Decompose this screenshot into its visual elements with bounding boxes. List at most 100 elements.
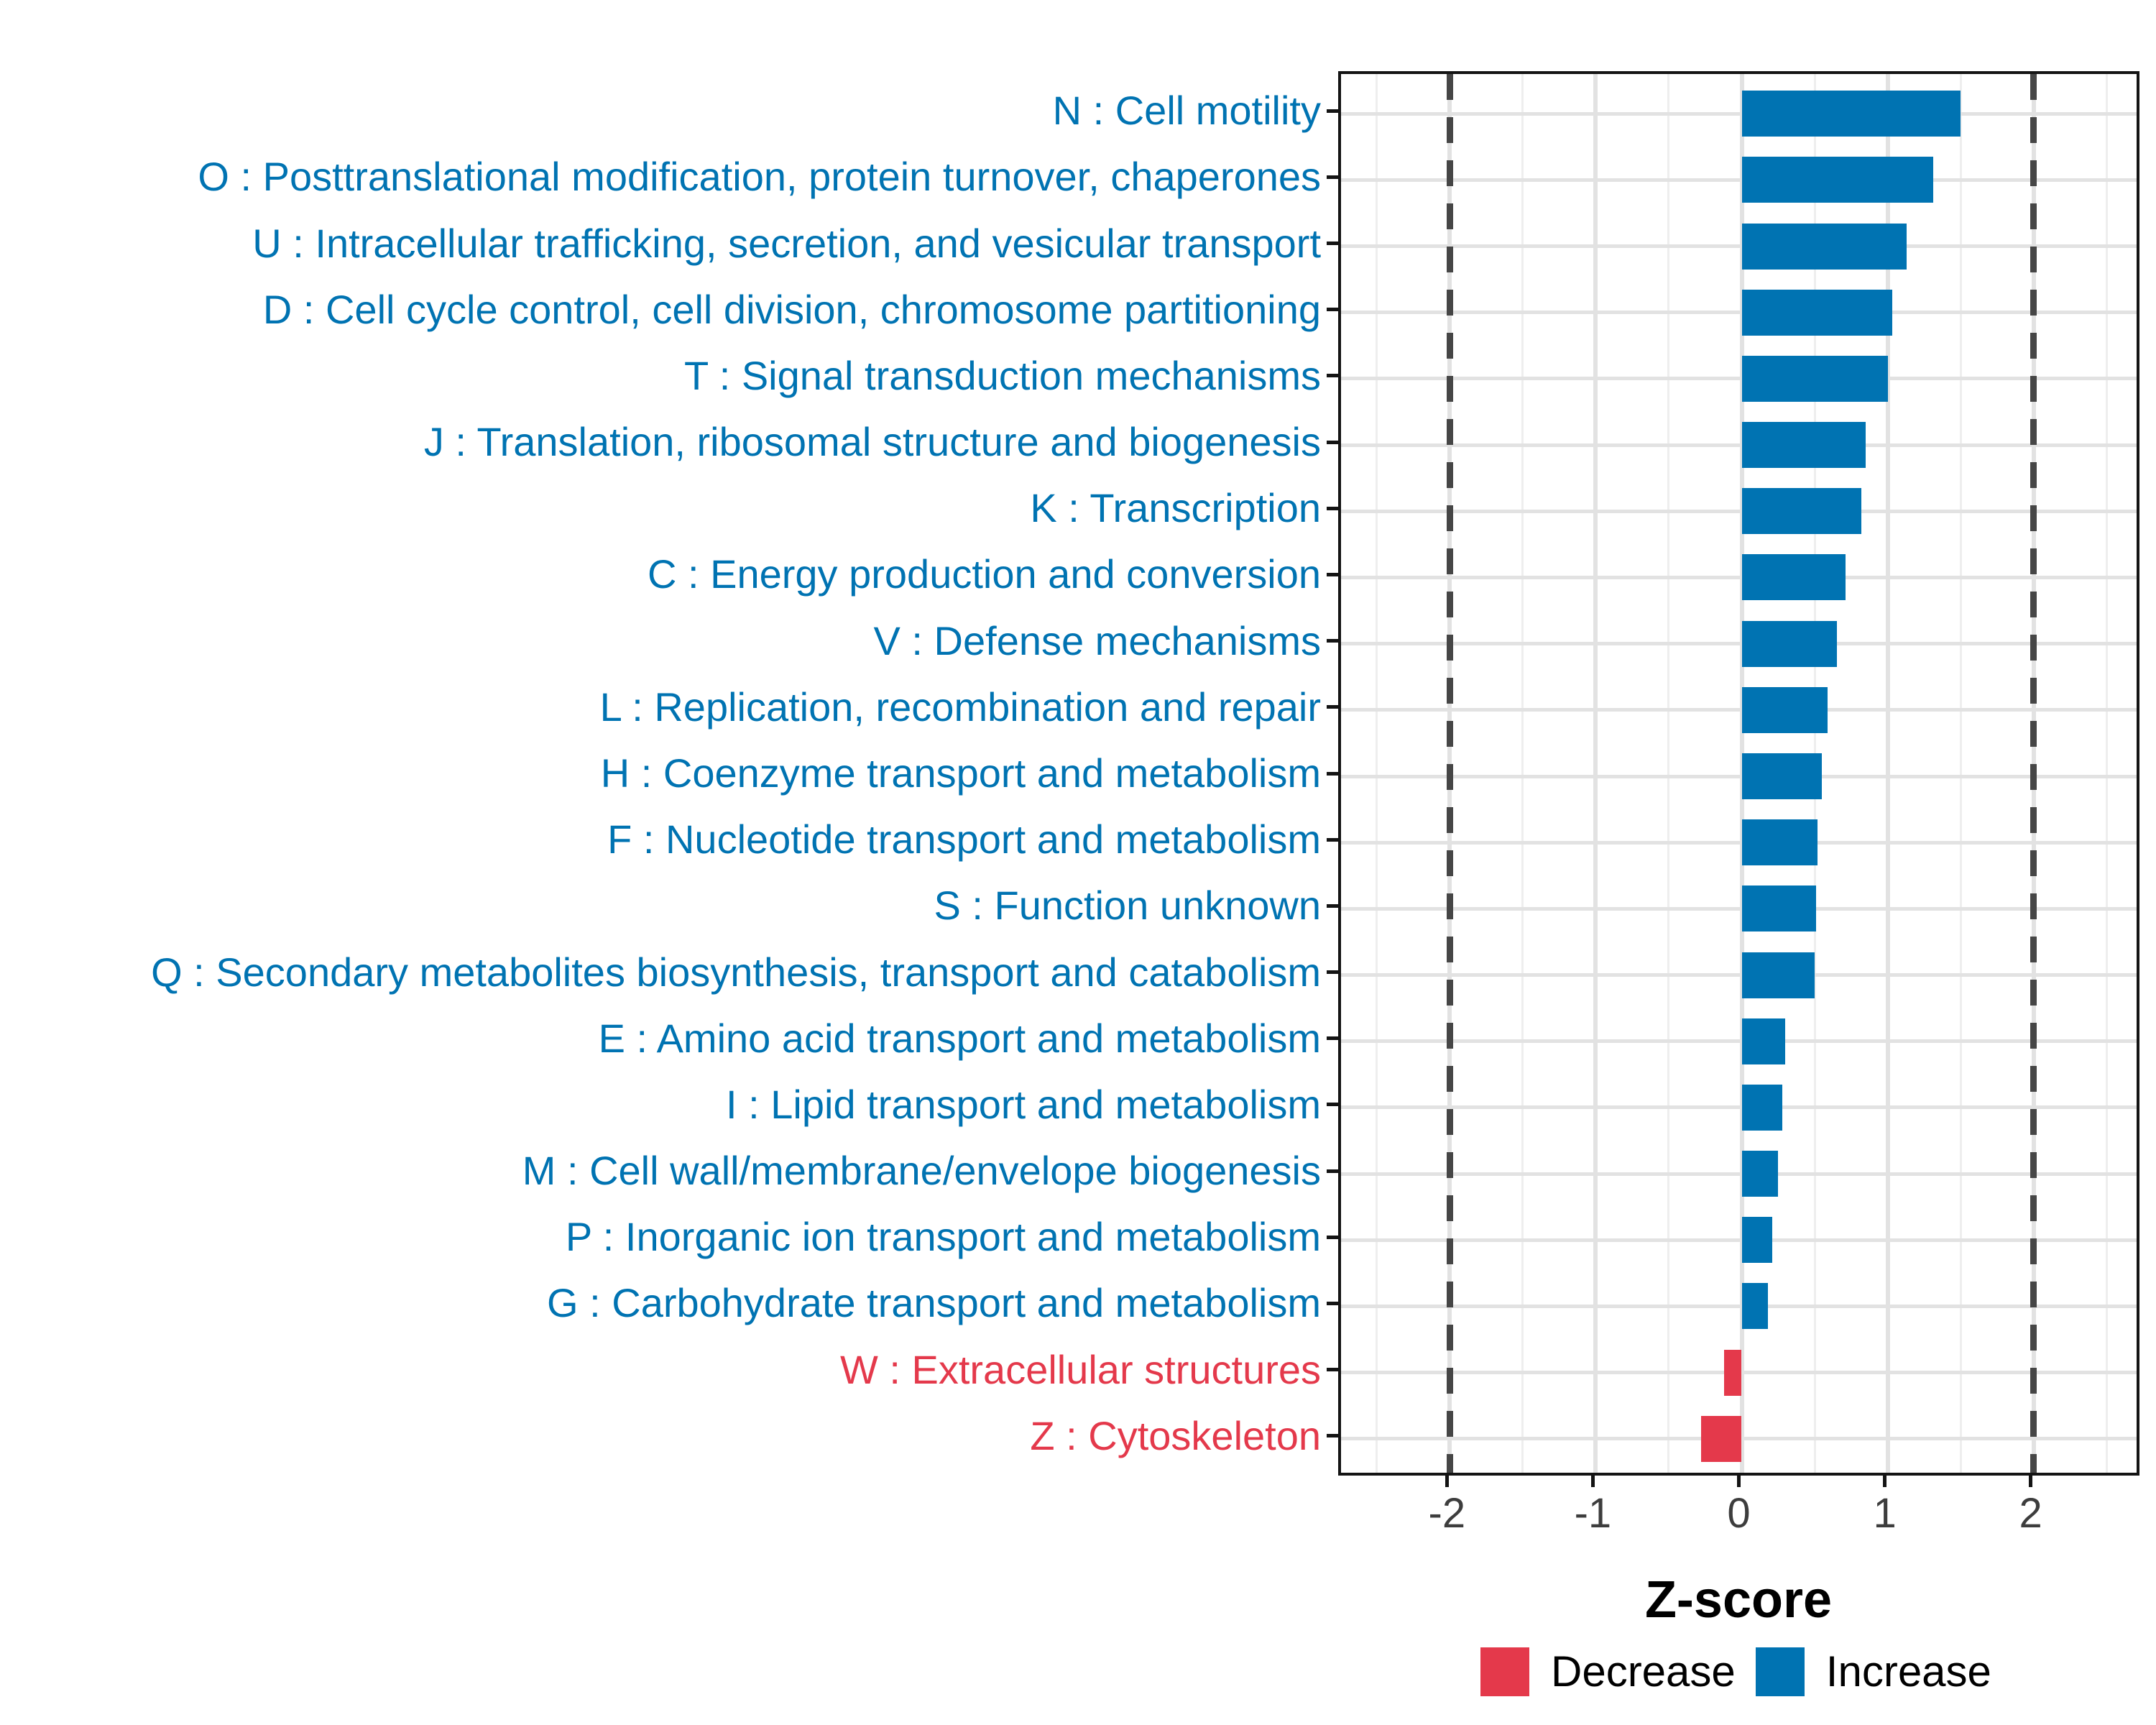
row-gridline	[1341, 509, 2137, 513]
bar	[1741, 1151, 1779, 1197]
y-axis-label: I : Lipid transport and metabolism	[726, 1081, 1321, 1127]
bar	[1724, 1349, 1742, 1396]
legend-label-decrease: Decrease	[1551, 1647, 1736, 1696]
y-axis-tick	[1327, 1301, 1338, 1305]
row-gridline	[1341, 774, 2137, 778]
y-axis-tick	[1327, 242, 1338, 246]
minor-gridline	[1667, 74, 1670, 1473]
bar	[1741, 1283, 1769, 1330]
y-axis-tick	[1327, 109, 1338, 113]
dashed-reference-line	[2030, 74, 2037, 1473]
y-axis-label: K : Transcription	[1030, 485, 1321, 531]
row-gridline	[1341, 244, 2137, 249]
bar	[1741, 91, 1961, 137]
row-gridline	[1341, 973, 2137, 977]
legend: Decrease Increase	[1480, 1646, 1991, 1698]
decrease-swatch	[1480, 1647, 1529, 1696]
bar	[1741, 488, 1862, 535]
row-gridline	[1341, 377, 2137, 381]
y-axis-label: F : Nucleotide transport and metabolism	[607, 816, 1321, 862]
y-axis-label: V : Defense mechanisms	[873, 617, 1321, 663]
y-axis-tick	[1327, 639, 1338, 643]
y-axis-tick	[1327, 1235, 1338, 1239]
y-axis-label: O : Posttranslational modification, prot…	[198, 154, 1321, 200]
y-axis-tick	[1327, 705, 1338, 709]
bar	[1741, 355, 1888, 402]
legend-item-increase: Increase	[1755, 1647, 1991, 1696]
y-axis-label: Q : Secondary metabolites biosynthesis, …	[151, 949, 1321, 995]
minor-gridline	[1521, 74, 1524, 1473]
row-gridline	[1341, 1304, 2137, 1308]
y-axis-tick	[1327, 572, 1338, 576]
y-axis-label: Z : Cytoskeleton	[1030, 1412, 1321, 1458]
y-axis-tick	[1327, 1103, 1338, 1107]
legend-label-increase: Increase	[1825, 1647, 1991, 1696]
bar	[1741, 1018, 1786, 1064]
y-axis-label: U : Intracellular trafficking, secretion…	[252, 220, 1321, 266]
x-axis-tick-label: -2	[1428, 1490, 1466, 1537]
y-axis-tick	[1327, 440, 1338, 444]
row-gridline	[1341, 1172, 2137, 1176]
y-axis-tick	[1327, 903, 1338, 908]
y-axis-label: N : Cell motility	[1052, 88, 1321, 134]
y-axis-label: T : Signal transduction mechanisms	[683, 352, 1321, 398]
bar	[1741, 886, 1817, 932]
bar	[1741, 753, 1823, 799]
bar	[1741, 952, 1815, 998]
plot-panel	[1338, 71, 2139, 1476]
x-axis-tick-label: 2	[2019, 1490, 2042, 1537]
minor-gridline	[1376, 74, 1378, 1473]
x-axis-tick	[1445, 1476, 1449, 1487]
x-axis-tick	[1737, 1476, 1741, 1487]
y-axis-label: J : Translation, ribosomal structure and…	[423, 419, 1321, 465]
bar	[1741, 686, 1828, 733]
row-gridline	[1341, 642, 2137, 646]
y-axis-label: E : Amino acid transport and metabolism	[598, 1015, 1321, 1061]
bar	[1741, 554, 1846, 601]
major-gridline	[1885, 74, 1890, 1473]
row-gridline	[1341, 708, 2137, 712]
x-axis-tick	[1590, 1476, 1595, 1487]
row-gridline	[1341, 1238, 2137, 1242]
y-axis-label: W : Extracellular structures	[839, 1346, 1321, 1392]
increase-swatch	[1755, 1647, 1805, 1696]
y-axis-label: C : Energy production and conversion	[648, 551, 1321, 597]
y-axis-label: S : Function unknown	[934, 883, 1321, 929]
row-gridline	[1341, 575, 2137, 579]
bar	[1741, 157, 1933, 203]
x-axis-tick	[2029, 1476, 2033, 1487]
x-axis-title: Z-score	[1644, 1571, 1833, 1629]
bar	[1700, 1415, 1742, 1462]
y-axis-label: D : Cell cycle control, cell division, c…	[262, 286, 1321, 332]
y-axis-tick	[1327, 970, 1338, 974]
y-axis-tick	[1327, 175, 1338, 179]
y-axis-tick	[1327, 308, 1338, 312]
bar	[1741, 620, 1837, 667]
y-axis-tick	[1327, 1169, 1338, 1173]
bar	[1741, 1084, 1783, 1131]
x-axis-tick	[1883, 1476, 1887, 1487]
row-gridline	[1341, 840, 2137, 845]
y-axis-tick	[1327, 1036, 1338, 1041]
y-axis-tick	[1327, 1368, 1338, 1372]
y-axis-tick	[1327, 1434, 1338, 1438]
bar	[1741, 819, 1818, 866]
bar	[1741, 422, 1866, 469]
y-axis-tick	[1327, 374, 1338, 378]
dashed-reference-line	[1446, 74, 1453, 1473]
bar	[1741, 289, 1892, 336]
y-axis-label: L : Replication, recombination and repai…	[599, 684, 1321, 730]
row-gridline	[1341, 178, 2137, 182]
minor-gridline	[2105, 74, 2108, 1473]
y-axis-tick	[1327, 506, 1338, 510]
y-axis-tick	[1327, 771, 1338, 776]
bar	[1741, 1217, 1773, 1264]
row-gridline	[1341, 1105, 2137, 1110]
y-axis-label: G : Carbohydrate transport and metabolis…	[547, 1280, 1321, 1326]
y-axis-tick	[1327, 837, 1338, 842]
row-gridline	[1341, 906, 2137, 911]
y-axis-label: H : Coenzyme transport and metabolism	[600, 750, 1321, 796]
x-axis-tick-label: 1	[1873, 1490, 1897, 1537]
bar	[1741, 223, 1907, 270]
row-gridline	[1341, 111, 2137, 116]
